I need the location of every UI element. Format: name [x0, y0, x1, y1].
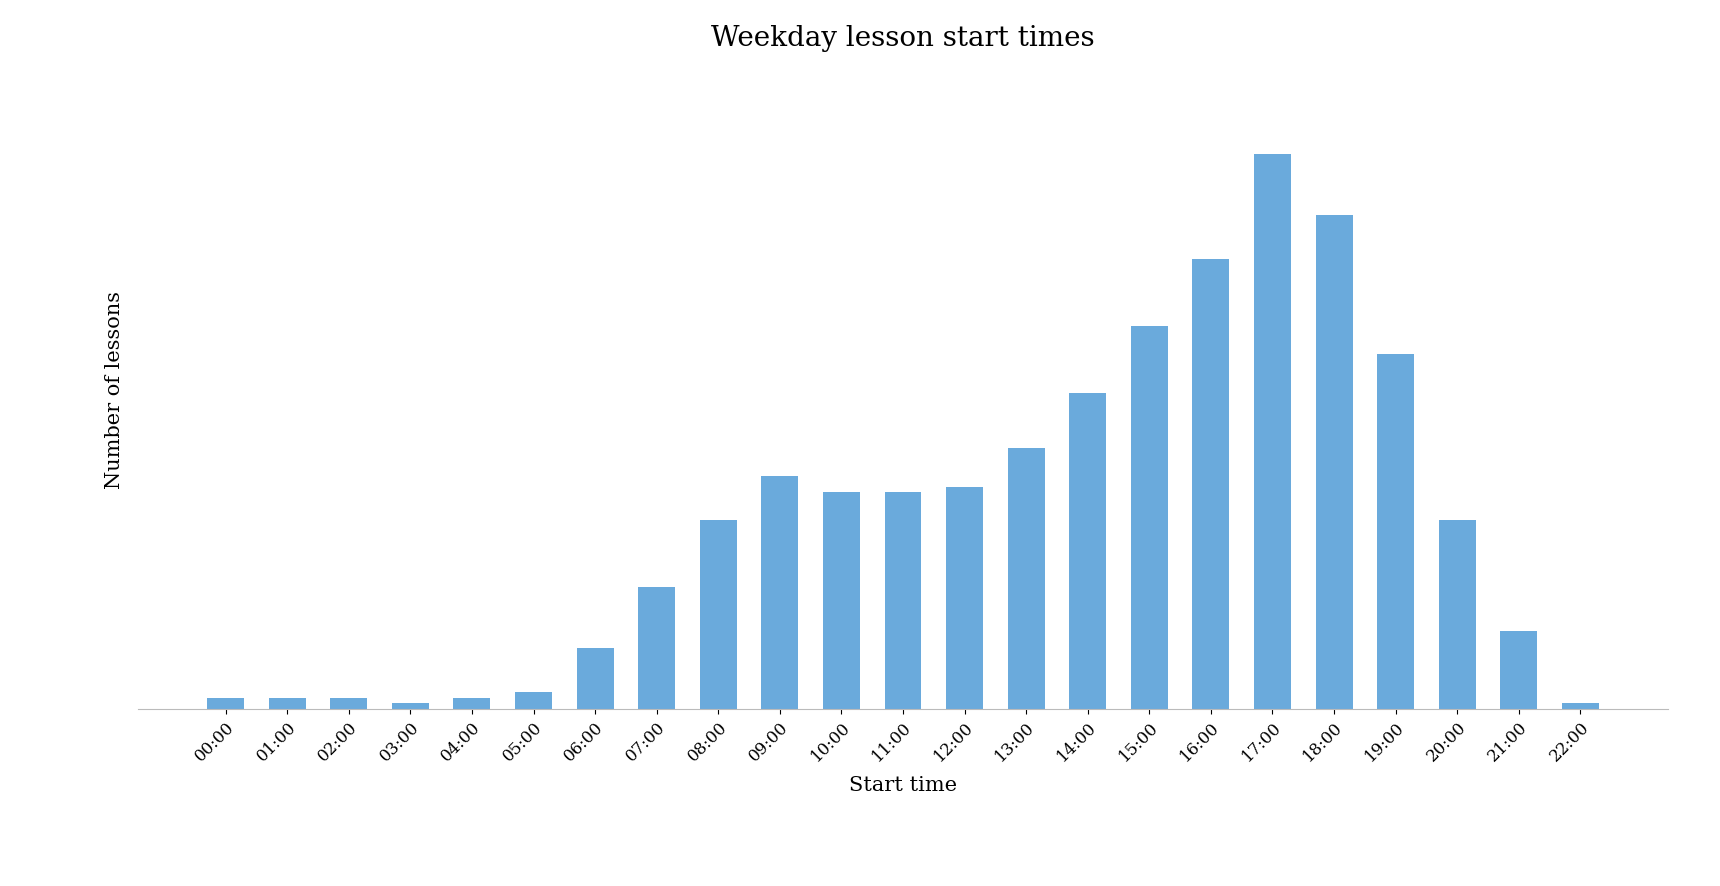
Bar [1378, 354, 1414, 709]
Bar [576, 648, 614, 709]
Bar [700, 520, 736, 709]
Bar [206, 697, 244, 709]
Bar [268, 697, 306, 709]
Bar [392, 703, 428, 709]
Bar [454, 697, 490, 709]
Title: Weekday lesson start times: Weekday lesson start times [710, 25, 1096, 52]
Y-axis label: Number of lessons: Number of lessons [105, 291, 124, 489]
Bar [514, 692, 552, 709]
Bar [1192, 260, 1230, 709]
Bar [1500, 631, 1538, 709]
Bar [1438, 520, 1476, 709]
Bar [884, 493, 922, 709]
Bar [1070, 392, 1106, 709]
Bar [1254, 154, 1292, 709]
Bar [1008, 448, 1044, 709]
Bar [822, 493, 860, 709]
Bar [1562, 703, 1600, 709]
Bar [1130, 326, 1168, 709]
Bar [330, 697, 368, 709]
X-axis label: Start time: Start time [850, 775, 956, 795]
Bar [946, 487, 984, 709]
Bar [1316, 215, 1352, 709]
Bar [638, 587, 676, 709]
Bar [762, 476, 798, 709]
